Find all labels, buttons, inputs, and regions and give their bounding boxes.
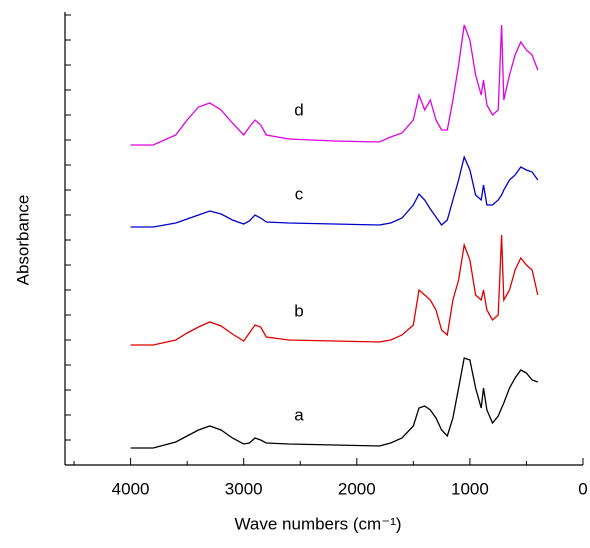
x-tick-label: 3000 — [225, 479, 263, 498]
x-tick-label: 2000 — [338, 479, 376, 498]
series-label: c — [295, 184, 304, 203]
x-tick-label: 1000 — [451, 479, 489, 498]
series-label: d — [294, 100, 303, 119]
x-tick-label: 0 — [578, 479, 587, 498]
series-label: a — [294, 405, 304, 424]
y-axis-label: Absorbance — [13, 195, 32, 286]
x-tick-label: 4000 — [112, 479, 150, 498]
series-label: b — [294, 301, 303, 320]
x-axis-label: Wave numbers (cm⁻¹) — [234, 514, 401, 533]
spectrum-line — [130, 154, 539, 228]
spectrum-line — [130, 234, 539, 346]
spectrum-line — [130, 24, 539, 146]
spectrum-line — [130, 357, 539, 449]
